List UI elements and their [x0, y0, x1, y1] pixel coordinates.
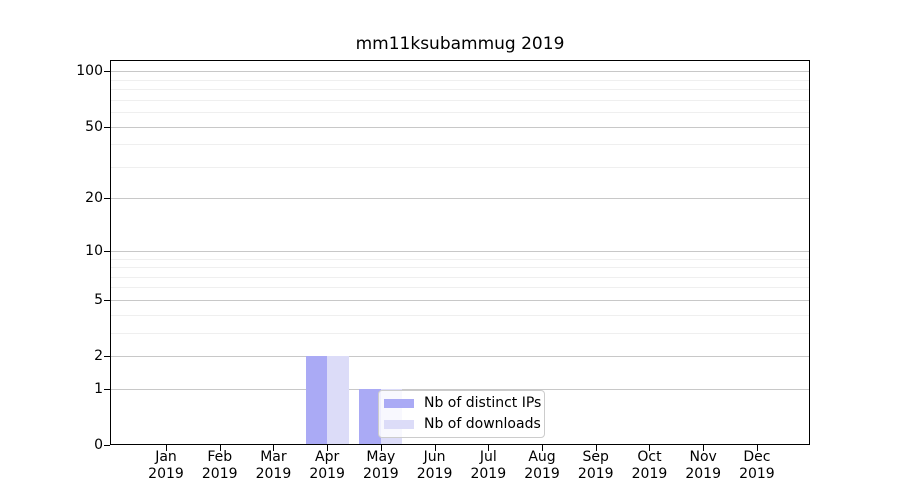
x-tick-jan	[166, 445, 167, 451]
x-tick-apr	[327, 445, 329, 451]
x-tick-oct	[649, 445, 651, 451]
y-tick-50	[104, 126, 110, 128]
gridline-major-5	[110, 299, 810, 301]
x-tick-jun	[434, 445, 436, 451]
y-tick-label-1: 1	[94, 380, 103, 397]
x-tick-label-jun: Jun 2019	[416, 449, 453, 482]
y-tick-2	[104, 356, 110, 358]
y-tick-100	[104, 71, 110, 73]
y-tick-label-2: 2	[94, 348, 103, 365]
bar-distinct-ips-apr	[305, 356, 328, 445]
y-tick-0	[104, 445, 110, 446]
x-tick-dec	[756, 445, 758, 451]
chart-title: mm11ksubammug 2019	[355, 34, 565, 54]
gridline-major-10	[110, 250, 810, 252]
x-tick-mar	[273, 445, 275, 451]
y-tick-label-5: 5	[94, 291, 103, 308]
gridline-major-100	[110, 71, 810, 73]
x-tick-label-jan: Jan 2019	[148, 449, 184, 482]
gridline-minor-60	[110, 112, 810, 114]
legend-swatch-distinct-ips	[384, 399, 414, 408]
gridline-minor-40	[110, 144, 810, 146]
bar-downloads-apr	[327, 356, 349, 445]
gridline-minor-6	[110, 287, 810, 289]
legend-swatch-downloads	[384, 420, 414, 429]
gridline-minor-90	[110, 79, 810, 81]
y-tick-label-0: 0	[94, 437, 103, 453]
legend-label-distinct-ips: Nb of distinct IPs	[424, 395, 542, 411]
gridline-minor-4	[110, 314, 810, 316]
x-tick-label-apr: Apr 2019	[309, 449, 345, 482]
x-tick-may	[380, 445, 382, 451]
gridline-major-20	[110, 198, 810, 200]
gridline-major-50	[110, 126, 810, 128]
x-tick-jul	[488, 445, 490, 451]
x-tick-label-nov: Nov 2019	[685, 449, 721, 482]
gridline-minor-3	[110, 332, 810, 334]
gridline-major-1	[110, 388, 810, 390]
y-tick-10	[104, 250, 110, 252]
gridline-major-2	[110, 356, 810, 358]
x-tick-label-may: May 2019	[363, 449, 399, 482]
x-tick-nov	[703, 445, 705, 451]
x-tick-aug	[542, 445, 544, 451]
x-tick-feb	[219, 445, 221, 451]
y-tick-1	[104, 388, 110, 390]
y-tick-20	[104, 198, 110, 200]
x-tick-label-oct: Oct 2019	[631, 449, 668, 482]
gridline-minor-70	[110, 99, 810, 101]
legend: Nb of distinct IPs Nb of downloads	[378, 390, 545, 438]
gridline-minor-80	[110, 89, 810, 91]
y-tick-label-50: 50	[85, 118, 103, 135]
gridline-minor-7	[110, 276, 810, 278]
gridline-minor-9	[110, 258, 810, 260]
plot-area: Nb of distinct IPs Nb of downloads	[110, 60, 810, 445]
y-tick-5	[104, 299, 110, 301]
x-tick-label-aug: Aug 2019	[524, 449, 560, 482]
x-tick-label-jul: Jul 2019	[470, 449, 507, 482]
gridline-minor-8	[110, 267, 810, 269]
legend-label-downloads: Nb of downloads	[424, 416, 541, 432]
x-tick-label-sep: Sep 2019	[577, 449, 614, 482]
bar-distinct-ips-may	[359, 388, 381, 445]
legend-row-downloads: Nb of downloads	[384, 415, 544, 434]
plot-border	[110, 60, 810, 445]
x-tick-label-dec: Dec 2019	[739, 449, 775, 482]
y-tick-label-100: 100	[76, 63, 103, 80]
x-tick-label-mar: Mar 2019	[255, 449, 292, 482]
legend-row-distinct-ips: Nb of distinct IPs	[384, 394, 544, 413]
y-tick-label-20: 20	[85, 190, 103, 207]
y-tick-label-10: 10	[85, 242, 103, 259]
x-tick-label-feb: Feb 2019	[201, 449, 238, 482]
gridline-minor-30	[110, 166, 810, 168]
x-tick-sep	[595, 445, 597, 451]
